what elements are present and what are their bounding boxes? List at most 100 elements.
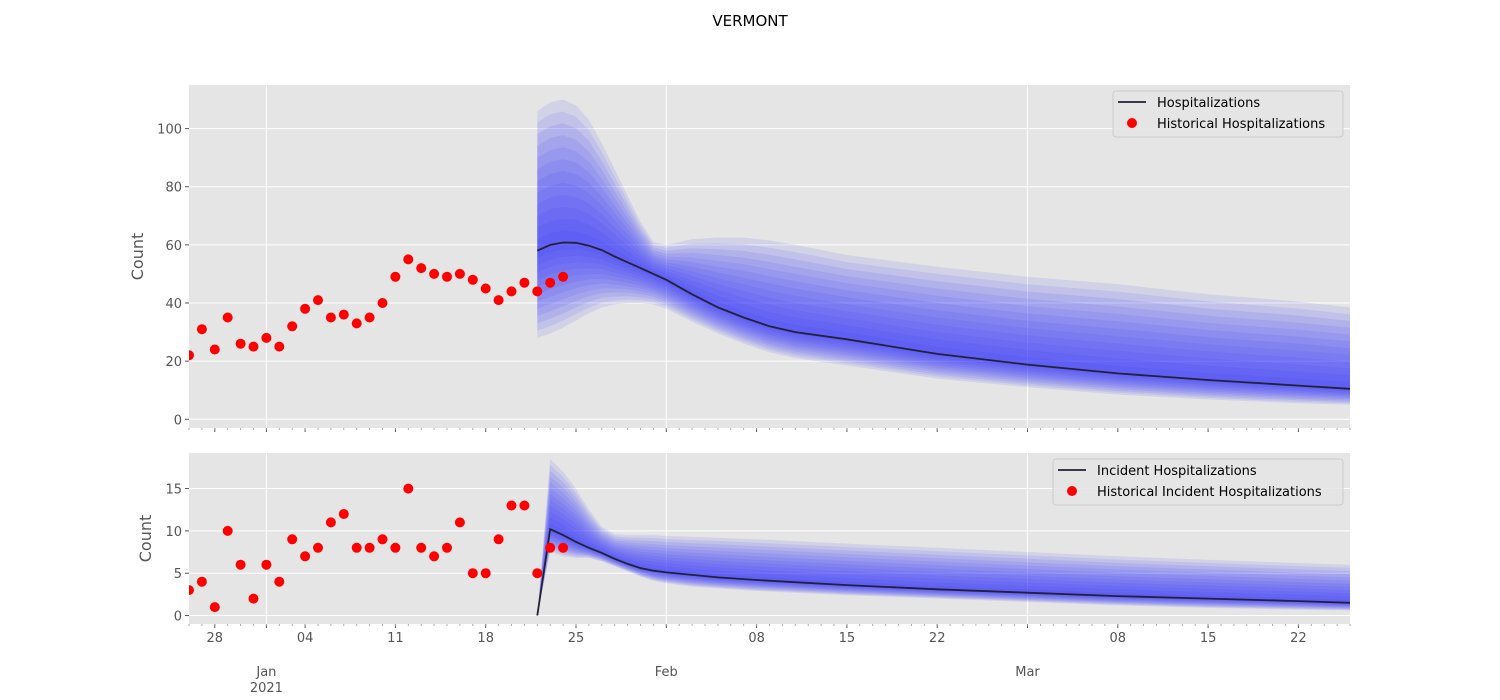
uncertainty-band bbox=[537, 476, 1350, 616]
historical-point bbox=[364, 542, 375, 553]
y-tick-label: 20 bbox=[165, 355, 182, 370]
x-tick-label: 22 bbox=[1290, 631, 1307, 646]
uncertainty-band bbox=[537, 511, 1350, 616]
y-tick-label: 100 bbox=[157, 123, 182, 138]
historical-point bbox=[442, 271, 452, 282]
uncertainty-band bbox=[537, 135, 1350, 401]
historical-point bbox=[558, 542, 569, 553]
uncertainty-band bbox=[537, 171, 1350, 397]
uncertainty-band bbox=[537, 494, 1350, 616]
uncertainty-band bbox=[537, 183, 1350, 396]
uncertainty-band bbox=[537, 218, 1350, 392]
x-major-tick-label: Mar bbox=[1015, 665, 1040, 680]
historical-point bbox=[261, 559, 272, 570]
y-axis-label: Count bbox=[136, 515, 155, 563]
y-tick-label: 5 bbox=[174, 567, 182, 582]
historical-point bbox=[209, 602, 220, 613]
uncertainty-band bbox=[537, 147, 1350, 400]
legend-box bbox=[1052, 458, 1344, 506]
historical-point bbox=[338, 509, 349, 519]
historical-point bbox=[325, 517, 336, 528]
uncertainty-band bbox=[537, 482, 1350, 616]
x-tick-label: 04 bbox=[297, 631, 314, 646]
historical-point bbox=[351, 318, 362, 329]
historical-point bbox=[506, 286, 517, 297]
hospitalizations-panel: 0 20 40 60 80 100 Count Hospitalizations Histori… bbox=[128, 85, 1351, 432]
historical-point bbox=[248, 341, 259, 352]
legend-box bbox=[1112, 90, 1344, 138]
legend: Hospitalizations Historical Hospitalizati… bbox=[1112, 90, 1344, 138]
historical-point bbox=[196, 324, 207, 335]
historical-point bbox=[261, 332, 272, 343]
historical-point bbox=[222, 525, 233, 536]
historical-point bbox=[377, 298, 388, 308]
x-tick-label: 22 bbox=[929, 631, 946, 646]
x-tick-label: 28 bbox=[207, 631, 224, 646]
uncertainty-band bbox=[537, 499, 1350, 616]
historical-point bbox=[300, 551, 311, 562]
historical-point bbox=[480, 568, 491, 579]
forecast-median-line bbox=[536, 527, 1350, 616]
historical-point bbox=[454, 268, 465, 279]
incident-hospitalizations-panel: 0 5 10 15 Count Incident Hospitalizations Hist… bbox=[136, 453, 1351, 628]
uncertainty-band bbox=[537, 206, 1350, 393]
y-tick-label: 0 bbox=[174, 413, 182, 428]
data-layer bbox=[189, 99, 1350, 405]
y-tick-label: 80 bbox=[165, 181, 182, 196]
y-tick-label: 10 bbox=[165, 525, 182, 540]
historical-point bbox=[545, 277, 556, 288]
historical-point bbox=[338, 309, 349, 320]
historical-point bbox=[235, 559, 246, 570]
historical-point bbox=[442, 542, 452, 553]
historical-point bbox=[248, 593, 259, 604]
historical-point bbox=[189, 350, 194, 361]
historical-point bbox=[480, 283, 491, 294]
historical-point bbox=[454, 517, 465, 528]
historical-point bbox=[532, 286, 543, 297]
historical-point bbox=[519, 500, 530, 511]
legend-label: Hospitalizations bbox=[1157, 96, 1260, 111]
x-tick-label: 25 bbox=[568, 631, 585, 646]
historical-point bbox=[189, 585, 194, 596]
historical-point bbox=[390, 542, 401, 553]
uncertainty-band bbox=[537, 159, 1350, 399]
legend: Incident Hospitalizations Historical Inci… bbox=[1052, 458, 1344, 506]
historical-point bbox=[313, 542, 323, 553]
chart-title: VERMONT bbox=[712, 12, 788, 30]
historical-point bbox=[351, 542, 362, 553]
historical-point bbox=[274, 576, 285, 587]
historical-point bbox=[403, 254, 414, 265]
historical-point bbox=[416, 542, 427, 553]
historical-point bbox=[558, 271, 569, 282]
x-tick-label: 18 bbox=[477, 631, 494, 646]
uncertainty-band bbox=[537, 464, 1350, 616]
historical-point bbox=[287, 321, 298, 332]
y-tick-label: 40 bbox=[165, 297, 182, 312]
historical-point bbox=[506, 500, 517, 511]
uncertainty-band bbox=[537, 458, 1350, 616]
historical-point bbox=[325, 312, 336, 323]
historical-point bbox=[196, 576, 207, 587]
historical-point bbox=[467, 274, 478, 285]
x-tick-label: 15 bbox=[839, 631, 856, 646]
historical-point bbox=[467, 568, 478, 579]
y-tick-label: 0 bbox=[174, 610, 182, 625]
x-major-tick-label: Feb bbox=[655, 665, 678, 680]
historical-point bbox=[222, 312, 233, 323]
plot-background bbox=[189, 85, 1350, 428]
data-layer bbox=[189, 458, 1350, 616]
legend-point-swatch bbox=[1067, 486, 1077, 496]
historical-point bbox=[493, 534, 504, 545]
forecast-median-line bbox=[536, 241, 1350, 390]
x-major-tick-label: Jan bbox=[255, 665, 276, 680]
x-tick-label: 08 bbox=[748, 631, 765, 646]
uncertainty-band bbox=[537, 99, 1350, 405]
historical-point bbox=[532, 568, 543, 579]
historical-point bbox=[493, 295, 504, 306]
historical-point bbox=[274, 341, 285, 352]
historical-point bbox=[377, 534, 388, 545]
historical-point bbox=[519, 277, 530, 288]
historical-point bbox=[364, 312, 375, 323]
